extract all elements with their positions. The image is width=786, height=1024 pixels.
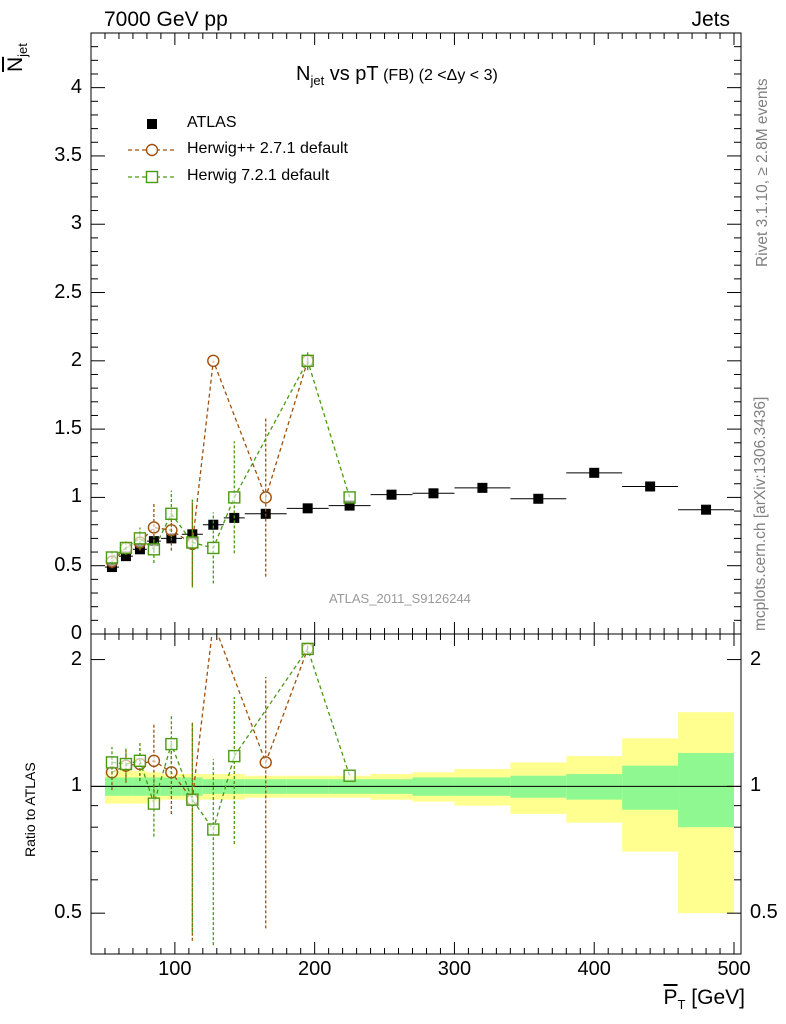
atlas-point	[302, 503, 313, 514]
y-tick-label: 3	[70, 212, 82, 235]
x-tick-label: 300	[437, 958, 472, 980]
legend-label: Herwig++ 2.7.1 default	[187, 140, 348, 157]
x-label-sub: T	[677, 997, 686, 1013]
analysis-watermark: ATLAS_2011_S9126244	[329, 591, 471, 606]
ratio-point-square	[105, 756, 119, 769]
rivet-version-label: Rivet 3.1.10, ≥ 2.8M events	[754, 78, 771, 267]
series-point-square	[133, 532, 147, 545]
ratio-point-square	[301, 642, 314, 656]
header-process-label: Jets	[691, 8, 730, 31]
x-tick-label: 500	[717, 958, 751, 980]
y-tick-label: 0.5	[54, 553, 82, 576]
legend-marker-square	[145, 170, 159, 184]
ratio-panel-frame	[90, 633, 742, 955]
atlas-point	[344, 500, 355, 511]
atlas-point	[120, 551, 131, 562]
title-fb: (FB)	[378, 67, 415, 84]
series-line-square	[111, 359, 351, 559]
title-main-sub: jet	[310, 73, 325, 88]
ratio-point-circle	[259, 756, 272, 769]
ratio-point-square	[147, 797, 161, 810]
ratio-point-square	[133, 754, 147, 768]
series-layer	[104, 351, 735, 946]
atlas-point	[645, 481, 656, 492]
y-label-main: N	[4, 56, 27, 72]
y-tick-label: 3.5	[54, 143, 82, 166]
ratio-bands	[104, 712, 735, 914]
y-axis-label: Njet	[4, 43, 30, 72]
atlas-point	[701, 504, 712, 515]
header-energy-label: 7000 GeV pp	[104, 8, 228, 31]
ratio-point-square	[119, 757, 133, 771]
x-axis-label: PT [GeV]	[664, 986, 746, 1012]
series-point-circle	[147, 521, 161, 534]
legend	[128, 119, 176, 184]
atlas-point	[589, 467, 600, 478]
y-tick-label: 2.5	[54, 280, 82, 303]
title-mid: vs pT	[324, 63, 379, 85]
ratio-point-square	[186, 793, 199, 806]
ratio-point-square	[165, 737, 178, 751]
legend-label: ATLAS	[187, 114, 237, 131]
series-point-square	[165, 507, 178, 520]
atlas-point	[386, 489, 397, 500]
series-point-square	[343, 491, 356, 504]
y-tick-label: 0	[70, 622, 82, 644]
ratio-y-tick-label: 2	[70, 647, 82, 670]
series-main-square	[105, 351, 356, 588]
ratio-y-tick-label: 1	[70, 774, 82, 797]
title-main: N	[296, 63, 311, 85]
legend-marker-atlas	[147, 119, 157, 129]
ratio-y-tick-label-right: 0.5	[750, 901, 778, 924]
ratio-y-tick-label: 0.5	[54, 901, 82, 924]
series-point-square	[228, 491, 241, 504]
ratio-point-square	[228, 749, 241, 763]
series-point-square	[147, 543, 161, 556]
ratio-y-tick-label-right: 1	[750, 774, 762, 797]
legend-label: Herwig 7.2.1 default	[187, 167, 330, 184]
series-point-square	[186, 536, 199, 549]
x-tick-label: 200	[297, 958, 332, 980]
x-tick-label: 100	[158, 958, 192, 980]
ratio-band-inner	[622, 765, 679, 810]
series-point-square	[119, 541, 133, 555]
y-tick-label: 4	[70, 75, 82, 98]
mcplots-label: mcplots.cern.ch [arXiv:1306.3436]	[752, 396, 769, 631]
ratio-point-square	[207, 823, 220, 836]
atlas-point	[477, 482, 488, 493]
x-label-unit: [GeV]	[685, 986, 745, 1009]
ratio-line-square	[111, 647, 351, 831]
x-tick-label: 400	[577, 958, 611, 980]
y-tick-label: 2	[70, 348, 82, 371]
x-label-main: P	[663, 986, 678, 1009]
atlas-point	[428, 488, 439, 499]
series-line-circle	[111, 360, 309, 563]
y-tick-label: 1.5	[54, 417, 82, 440]
y-tick-label: 1	[70, 485, 82, 508]
ratio-point-circle	[208, 617, 219, 628]
ratio-point-circle	[147, 754, 161, 768]
series-point-square	[105, 551, 119, 564]
ratio-band-inner	[678, 753, 735, 828]
y-label-sub: jet	[15, 43, 31, 57]
atlas-point	[533, 493, 544, 504]
title-rest: (2 <Δy < 3)	[414, 67, 498, 84]
legend-marker-circle	[145, 143, 159, 157]
series-ratio-square	[105, 642, 356, 946]
series-point-square	[301, 354, 314, 368]
plot-title: Njet vs pT (FB) (2 <Δy < 3)	[296, 63, 498, 88]
series-point-circle	[207, 354, 220, 368]
ratio-y-axis-label: Ratio to ATLAS	[22, 762, 38, 857]
axes	[90, 32, 742, 955]
ratio-y-tick-label-right: 2	[750, 647, 762, 670]
ratio-point-square	[343, 769, 356, 782]
atlas-point	[208, 519, 219, 530]
series-point-square	[207, 541, 220, 555]
series-point-circle	[259, 491, 272, 504]
